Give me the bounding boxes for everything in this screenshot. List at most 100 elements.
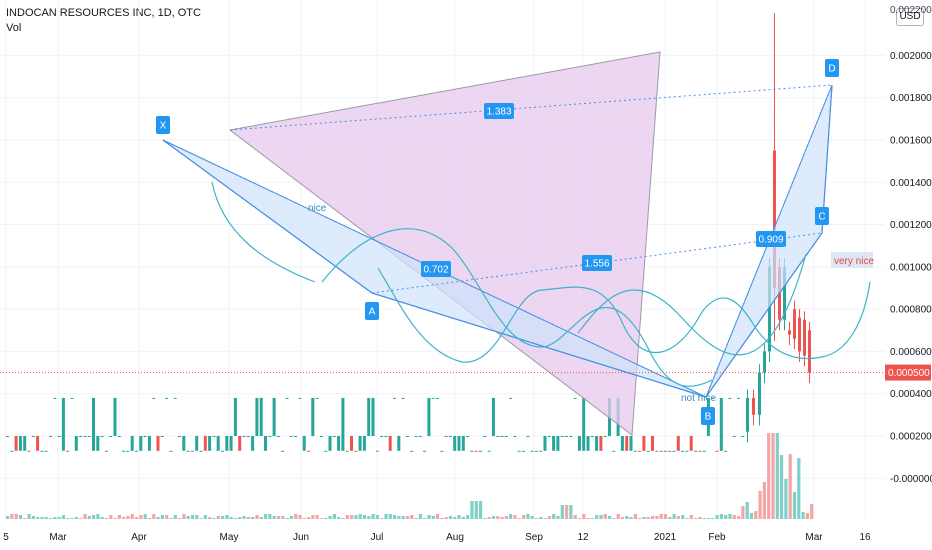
candle-doji: [737, 397, 740, 399]
candle-doji: [573, 397, 577, 399]
candle-doji: [152, 397, 156, 399]
volume-bar: [147, 518, 152, 519]
volume-bar: [122, 517, 126, 519]
volume-bar: [715, 515, 719, 519]
volume-bar: [745, 502, 749, 519]
volume-bar: [496, 516, 500, 519]
volume-bar: [345, 515, 349, 519]
volume-bar: [440, 518, 444, 519]
candle-doji: [663, 450, 667, 452]
wave-curve-1: [211, 181, 316, 283]
candle-doji: [173, 397, 177, 399]
y-tick-label: 0.002000: [890, 51, 932, 62]
volume-bar: [805, 513, 809, 519]
volume-bar: [6, 516, 10, 519]
x-tick-label: 16: [859, 532, 871, 543]
candle: [358, 435, 362, 451]
volume-bar: [749, 513, 754, 519]
pattern-point-label-bg: [156, 116, 170, 134]
volume-bar: [152, 514, 156, 519]
candle: [599, 435, 603, 451]
candle: [808, 330, 811, 373]
candle-doji: [332, 435, 336, 437]
candle: [139, 435, 143, 451]
candle: [264, 435, 267, 451]
candle: [276, 435, 280, 437]
candle: [629, 435, 633, 451]
candle: [741, 435, 745, 437]
candle: [522, 450, 525, 452]
candle-doji: [221, 450, 224, 452]
volume-bar: [728, 514, 732, 519]
price-axis[interactable]: 0.002000 0.001800 0.001600 0.001400 0.001200…: [890, 5, 932, 485]
candle: [676, 435, 680, 451]
annotation-nice: nice: [308, 203, 327, 214]
candle-doji: [6, 435, 9, 437]
volume-bar: [788, 454, 792, 519]
volume-bar: [74, 517, 78, 519]
candle-doji: [638, 450, 642, 452]
pattern-point-label: X: [160, 121, 167, 132]
candle: [560, 435, 564, 437]
candle: [186, 450, 190, 452]
volume-bar: [27, 514, 31, 519]
volume-bar: [595, 515, 599, 519]
volume-bar: [375, 515, 379, 519]
volume-bar: [53, 517, 57, 519]
volume-bar: [457, 515, 461, 519]
candle: [130, 435, 134, 451]
candle: [659, 450, 663, 452]
candle: [203, 435, 207, 451]
volume-bar: [350, 515, 354, 519]
candle: [732, 435, 736, 437]
volume-bar: [767, 433, 771, 519]
pattern-point-label: B: [705, 412, 712, 423]
candle: [238, 435, 242, 451]
volume-bar: [393, 515, 397, 519]
volume-bar: [556, 516, 560, 519]
volume-bar: [169, 518, 173, 519]
candle-doji: [401, 397, 405, 399]
candle-doji: [698, 450, 702, 452]
volume-bar: [427, 515, 431, 519]
candle: [793, 309, 796, 339]
volume-bar: [663, 514, 668, 519]
candle: [642, 435, 646, 451]
candle: [543, 435, 547, 451]
candle-doji: [294, 435, 298, 437]
candle: [40, 450, 44, 452]
candle-doji: [715, 450, 719, 452]
volume-bar: [182, 514, 186, 519]
volume-bar: [633, 514, 637, 519]
candle-doji: [655, 450, 659, 452]
currency-button[interactable]: USD: [896, 8, 924, 26]
ratio-label-bg: [421, 261, 451, 277]
volume-bar: [694, 518, 698, 519]
volume-bar: [797, 458, 801, 519]
time-axis[interactable]: 5 Mar Apr May Jun Jul Aug Sep 12 2021 Feb Mar 16: [3, 532, 871, 543]
candle: [195, 435, 199, 451]
candle-doji: [530, 450, 534, 452]
volume-bar: [706, 518, 711, 519]
wave-curve-2: [321, 228, 713, 387]
volume-bar: [70, 518, 74, 519]
candle: [233, 397, 237, 436]
candle: [547, 435, 551, 437]
candle: [746, 397, 749, 432]
volume-bar: [491, 516, 496, 519]
candle: [612, 450, 616, 452]
volume-bar: [479, 501, 483, 519]
volume-bar: [221, 516, 225, 519]
volume-bar: [534, 518, 539, 519]
candle: [255, 397, 259, 436]
volume-bar: [577, 518, 582, 519]
volume-bar: [14, 514, 18, 519]
candle: [61, 397, 65, 451]
volume-bar: [560, 505, 564, 519]
candle-doji: [345, 450, 349, 452]
pattern-point-label-bg: [815, 207, 829, 225]
candle-doji: [496, 435, 500, 437]
candle: [595, 435, 599, 451]
volume-bar: [612, 518, 616, 519]
